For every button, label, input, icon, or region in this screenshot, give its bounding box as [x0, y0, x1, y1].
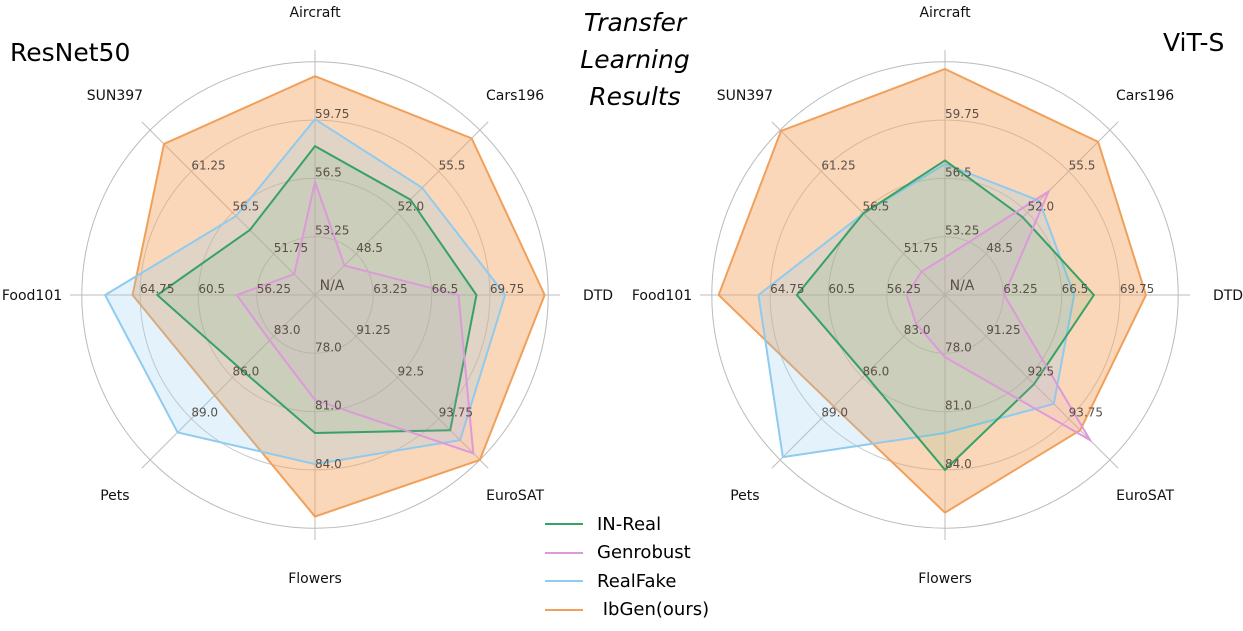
- tick-label: 59.75: [945, 107, 979, 121]
- tick-label: 64.75: [140, 282, 174, 296]
- legend-item-ibgen: IbGen(ours): [545, 596, 709, 625]
- tick-label: 52.0: [397, 200, 424, 214]
- tick-label: 56.25: [257, 282, 291, 296]
- tick-label: 51.75: [274, 241, 308, 255]
- tick-label: 92.5: [397, 364, 424, 378]
- tick-label: 56.5: [863, 200, 890, 214]
- tick-label: 60.5: [828, 282, 855, 296]
- tick-label: 89.0: [191, 406, 218, 420]
- tick-label: 53.25: [315, 224, 349, 238]
- tick-label: 52.0: [1027, 200, 1054, 214]
- legend-swatch: [545, 551, 583, 554]
- tick-label: 61.25: [821, 158, 855, 172]
- axis-spoke: [771, 121, 946, 296]
- tick-label: 92.5: [1027, 364, 1054, 378]
- axis-label-sun397: SUN397: [717, 88, 773, 104]
- tick-label: 81.0: [315, 399, 342, 413]
- axis-label-flowers: Flowers: [918, 571, 972, 587]
- chart-title-vit-s: ViT-S: [1163, 28, 1225, 57]
- legend: IN-Real Genrobust RealFake IbGen(ours): [545, 510, 709, 624]
- legend-label: Genrobust: [597, 542, 691, 564]
- axis-label-cars196: Cars196: [1116, 88, 1174, 104]
- tick-label: 83.0: [274, 323, 301, 337]
- tick-label: 59.75: [315, 107, 349, 121]
- tick-label: 63.25: [1003, 282, 1037, 296]
- tick-label: 55.5: [1069, 158, 1096, 172]
- legend-item-genrobust: Genrobust: [545, 539, 709, 568]
- legend-label: RealFake: [597, 570, 677, 592]
- axis-label-food101: Food101: [632, 288, 692, 304]
- axis-label-cars196: Cars196: [486, 88, 544, 104]
- tick-label: 78.0: [945, 340, 972, 354]
- axis-label-pets: Pets: [100, 488, 129, 504]
- tick-label: 56.25: [887, 282, 921, 296]
- tick-label: 86.0: [863, 364, 890, 378]
- legend-swatch: [545, 523, 583, 526]
- legend-label: IbGen(ours): [597, 599, 710, 621]
- center-label: N/A: [320, 278, 345, 294]
- tick-label: 63.25: [373, 282, 407, 296]
- tick-label: 84.0: [315, 457, 342, 471]
- axis-spoke: [141, 121, 316, 296]
- axis-label-flowers: Flowers: [288, 571, 342, 587]
- figure-title-line: Transfer: [583, 8, 687, 37]
- tick-label: 61.25: [191, 158, 225, 172]
- axis-label-sun397: SUN397: [87, 88, 143, 104]
- tick-label: 56.5: [315, 165, 342, 179]
- tick-label: 64.75: [770, 282, 804, 296]
- tick-label: 69.75: [490, 282, 524, 296]
- figure-title-line: Learning: [580, 45, 690, 74]
- legend-item-in-real: IN-Real: [545, 510, 709, 539]
- tick-label: 53.25: [945, 224, 979, 238]
- tick-label: 48.5: [356, 241, 383, 255]
- tick-label: 56.5: [945, 165, 972, 179]
- legend-label: IN-Real: [597, 513, 662, 535]
- axis-label-eurosat: EuroSAT: [486, 488, 544, 504]
- radar-chart-1: 53.25 56.5 59.75 Aircraft 48.5 52.0 55.5 Cars19…: [632, 5, 1243, 587]
- tick-label: 69.75: [1120, 282, 1154, 296]
- tick-label: 91.25: [986, 323, 1020, 337]
- axis-label-eurosat: EuroSAT: [1116, 488, 1174, 504]
- radar-chart-0: 53.25 56.5 59.75 Aircraft 48.5 52.0 55.5 Cars19…: [2, 5, 613, 587]
- legend-swatch: [545, 608, 583, 611]
- tick-label: 78.0: [315, 340, 342, 354]
- axis-label-food101: Food101: [2, 288, 62, 304]
- tick-label: 86.0: [233, 364, 260, 378]
- figure-title: Transfer Learning Results: [560, 4, 710, 115]
- figure-title-line: Results: [589, 82, 681, 111]
- tick-label: 81.0: [945, 399, 972, 413]
- axis-label-aircraft: Aircraft: [289, 5, 341, 21]
- tick-label: 66.5: [432, 282, 459, 296]
- tick-label: 93.75: [439, 406, 473, 420]
- tick-label: 93.75: [1069, 406, 1103, 420]
- axis-label-pets: Pets: [730, 488, 759, 504]
- axis-spoke: [944, 121, 1119, 296]
- axis-label-dtd: DTD: [583, 288, 613, 304]
- tick-label: 66.5: [1062, 282, 1089, 296]
- tick-label: 91.25: [356, 323, 390, 337]
- tick-label: 56.5: [233, 200, 260, 214]
- tick-label: 55.5: [439, 158, 466, 172]
- tick-label: 48.5: [986, 241, 1013, 255]
- axis-spoke: [141, 294, 316, 469]
- legend-swatch: [545, 580, 583, 583]
- tick-label: 83.0: [904, 323, 931, 337]
- legend-item-realfake: RealFake: [545, 567, 709, 596]
- center-label: N/A: [950, 278, 975, 294]
- chart-title-resnet50: ResNet50: [10, 38, 131, 67]
- tick-label: 60.5: [198, 282, 225, 296]
- axis-label-aircraft: Aircraft: [919, 5, 971, 21]
- tick-label: 84.0: [945, 457, 972, 471]
- axis-label-dtd: DTD: [1213, 288, 1243, 304]
- tick-label: 51.75: [904, 241, 938, 255]
- tick-label: 89.0: [821, 406, 848, 420]
